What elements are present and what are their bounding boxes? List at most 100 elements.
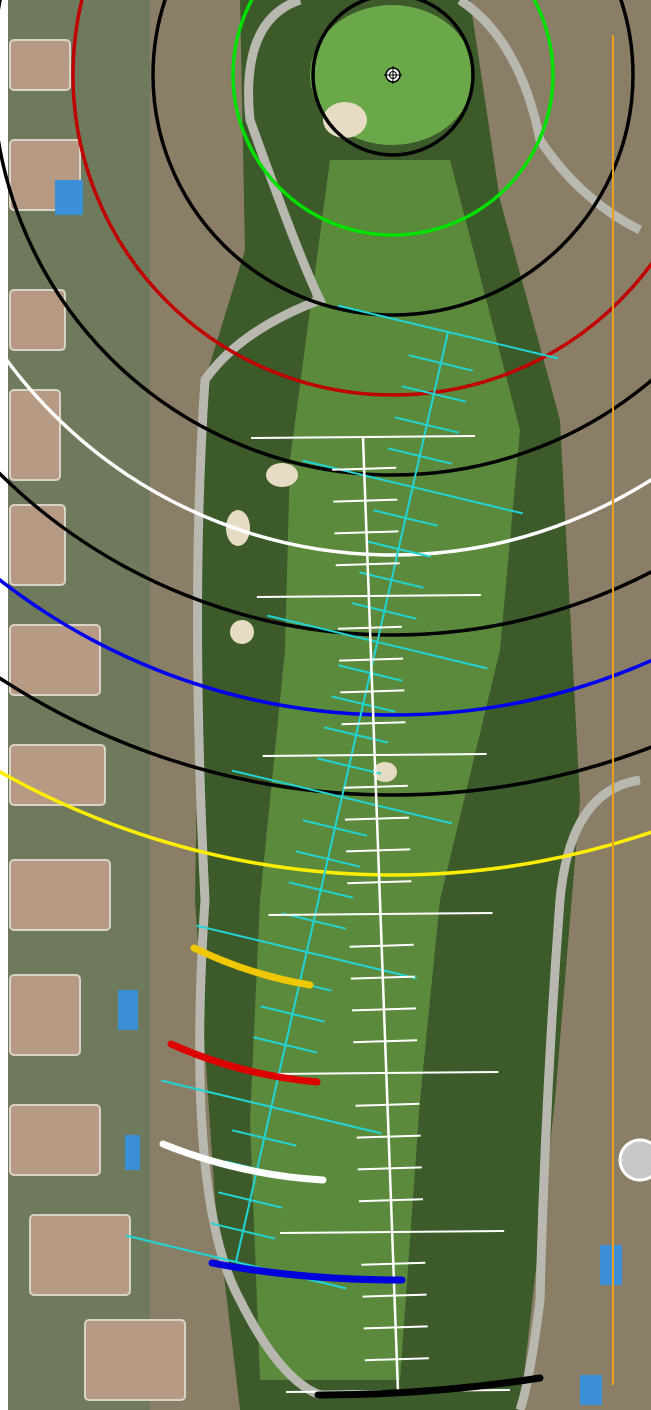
range-ring	[0, 577, 651, 717]
cyan-tick	[387, 447, 452, 465]
white-tick	[358, 1198, 424, 1203]
cyan-tick	[253, 1036, 318, 1054]
cyan-tick	[231, 769, 453, 825]
cyan-tick	[217, 1191, 283, 1209]
white-tick	[343, 784, 408, 789]
house-roof	[9, 1104, 101, 1176]
range-ring	[0, 769, 651, 877]
fairway-bunker	[230, 620, 254, 644]
image-edge	[0, 0, 8, 1410]
white-tick	[256, 594, 481, 598]
house-roof	[9, 289, 66, 351]
white-tick	[332, 466, 397, 471]
white-tick	[274, 1071, 499, 1075]
white-tick	[280, 1230, 505, 1234]
cyan-tick	[302, 819, 368, 837]
cyan-tick	[288, 881, 354, 899]
white-tick	[344, 816, 410, 821]
range-ring	[0, 675, 651, 797]
house-roof	[9, 744, 106, 806]
swimming-pool	[118, 990, 138, 1030]
range-ring	[231, 0, 555, 237]
cyan-tick	[267, 614, 488, 670]
fairway-bunker	[373, 762, 397, 782]
cyan-tick	[337, 304, 559, 360]
white-tick	[268, 912, 493, 916]
cyan-tick	[373, 509, 438, 527]
white-tick	[333, 498, 398, 503]
white-tick	[340, 689, 405, 694]
house-roof	[84, 1319, 186, 1401]
white-tick	[364, 1357, 429, 1362]
white-tick	[346, 848, 411, 853]
white-tick	[250, 435, 476, 439]
white-tick	[347, 880, 412, 885]
white-tick	[341, 721, 406, 726]
white-tick	[353, 1039, 418, 1044]
house-roof	[9, 859, 111, 931]
tee-markers-layer	[159, 944, 544, 1399]
crosshair-pin-icon	[384, 66, 402, 84]
range-ring	[151, 0, 635, 317]
fairway-bunker	[266, 463, 298, 487]
cyan-tick	[295, 850, 361, 868]
cyan-tick	[210, 1222, 276, 1240]
cyan-tick	[408, 354, 474, 372]
greenside-bunker	[323, 102, 367, 138]
white-tick	[349, 943, 414, 948]
blue-tee-marker	[208, 1259, 406, 1284]
white-tick	[361, 1261, 426, 1266]
range-ring	[0, 0, 651, 477]
gold-tee-marker	[190, 944, 314, 989]
cyan-tick	[260, 1005, 325, 1023]
white-tick	[356, 1134, 421, 1139]
house-roof	[9, 389, 61, 481]
black-tee-marker	[314, 1374, 544, 1399]
cyan-tick	[394, 416, 460, 434]
range-ring	[0, 471, 651, 637]
cyan-tick	[352, 602, 417, 620]
cyan-tick	[232, 1129, 297, 1147]
water-tank	[618, 1138, 651, 1182]
cyan-tick	[401, 385, 467, 403]
houses-layer	[9, 39, 651, 1405]
swimming-pool	[600, 1245, 622, 1285]
swimming-pool	[580, 1375, 602, 1405]
white-tick	[363, 1325, 428, 1330]
white-tick	[262, 753, 487, 757]
range-ring	[71, 0, 651, 397]
range-ring	[0, 347, 651, 557]
white-tick	[339, 657, 404, 662]
house-roof	[9, 504, 66, 586]
house-roof	[9, 974, 81, 1056]
white-tick	[335, 562, 400, 567]
white-tick	[355, 1102, 420, 1107]
white-tick	[357, 1166, 422, 1171]
white-tick	[350, 975, 415, 980]
house-roof	[9, 39, 71, 91]
cyan-tick	[338, 664, 403, 682]
house-roof	[29, 1214, 131, 1296]
cyan-tick	[281, 912, 346, 930]
cyan-tick	[316, 757, 382, 775]
white-tee-marker	[159, 1140, 327, 1184]
cyan-tick	[359, 571, 424, 589]
range-rings-layer	[0, 0, 651, 877]
cyan-tick	[330, 695, 396, 713]
swimming-pool	[125, 1135, 140, 1170]
white-tick	[362, 1293, 427, 1298]
white-tick	[351, 1007, 417, 1012]
house-roof	[9, 624, 101, 696]
white-centerline	[250, 435, 511, 1393]
swimming-pool	[55, 180, 83, 215]
cart-path-south-east	[515, 775, 641, 1410]
cyan-tick	[366, 540, 431, 558]
white-tick	[334, 530, 399, 535]
white-tick	[337, 625, 403, 630]
cyan-tick	[196, 924, 417, 980]
cyan-tick	[161, 1079, 382, 1135]
cyan-centerline	[125, 304, 559, 1290]
